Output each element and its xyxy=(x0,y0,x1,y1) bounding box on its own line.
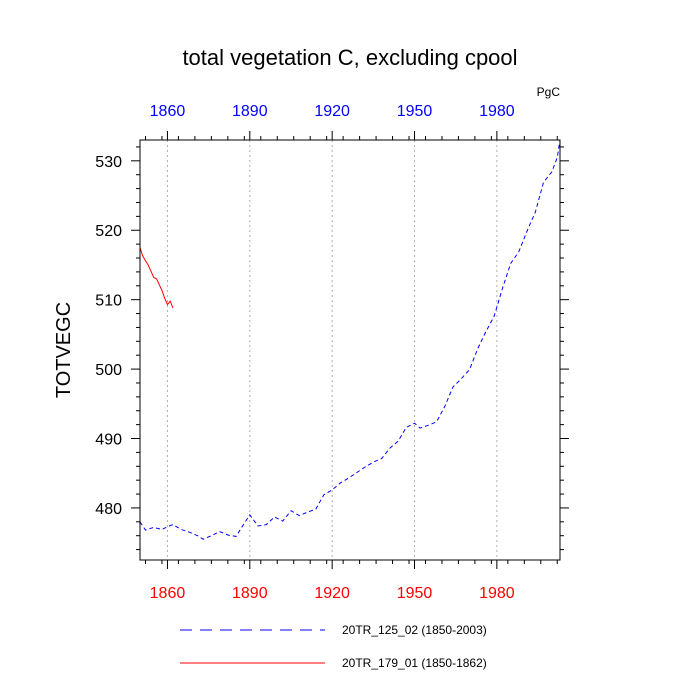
bottom-tick-label-3: 1950 xyxy=(397,585,433,602)
legend: 20TR_125_02 (1850-2003) 20TR_179_01 (185… xyxy=(180,623,487,670)
bottom-tick-label-2: 1920 xyxy=(314,585,350,602)
y-tick-label-5: 530 xyxy=(95,154,122,171)
y-tick-label-3: 510 xyxy=(95,293,122,310)
chart-title: total vegetation C, excluding cpool xyxy=(182,45,517,70)
top-tick-label-4: 1980 xyxy=(479,103,515,120)
grid-lines xyxy=(166,140,498,560)
y-axis-labels: 480 490 500 510 520 530 xyxy=(95,154,122,518)
series-line-1 xyxy=(139,247,174,309)
legend-label-series-0: 20TR_125_02 (1850-2003) xyxy=(342,623,487,637)
units-label: PgC xyxy=(537,85,561,99)
bottom-tick-label-0: 1860 xyxy=(150,585,186,602)
top-tick-label-3: 1950 xyxy=(397,103,433,120)
series-layer xyxy=(139,139,561,540)
y-tick-label-2: 500 xyxy=(95,362,122,379)
bottom-x-axis-labels: 1860 1890 1920 1950 1980 xyxy=(150,585,515,602)
bottom-tick-label-4: 1980 xyxy=(479,585,515,602)
legend-label-series-1: 20TR_179_01 (1850-1862) xyxy=(342,656,487,670)
top-tick-label-0: 1860 xyxy=(150,103,186,120)
y-tick-label-4: 520 xyxy=(95,223,122,240)
y-tick-label-0: 480 xyxy=(95,501,122,518)
top-x-axis-labels: 1860 1890 1920 1950 1980 xyxy=(150,103,515,120)
axis-ticks xyxy=(131,131,569,569)
y-axis-label: TOTVEGC xyxy=(53,302,75,398)
y-tick-label-1: 490 xyxy=(95,432,122,449)
top-tick-label-1: 1890 xyxy=(232,103,268,120)
series-line-0 xyxy=(139,139,561,540)
top-tick-label-2: 1920 xyxy=(314,103,350,120)
plot-frame xyxy=(139,139,561,561)
bottom-tick-label-1: 1890 xyxy=(232,585,268,602)
